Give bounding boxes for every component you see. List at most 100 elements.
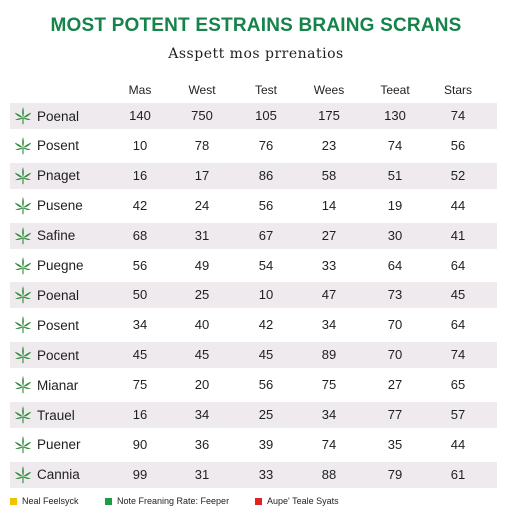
table-cell: 54: [258, 257, 274, 273]
table-row: Safine 68 31 67 27 30 41: [10, 222, 497, 249]
table-cell: 47: [321, 287, 337, 303]
strain-name-cell: Mianar: [10, 372, 120, 398]
table-cell: 27: [387, 377, 403, 393]
table-cell: 78: [194, 137, 210, 153]
table-cell: 64: [450, 257, 466, 273]
table-row: Mianar 75 20 56 75 27 65: [10, 372, 497, 399]
strain-name-cell: Puener: [10, 432, 120, 458]
strain-name: Puegne: [37, 258, 84, 273]
table-cell: 25: [258, 407, 274, 422]
table-cell: 17: [194, 167, 210, 183]
table-cell: 31: [194, 227, 210, 243]
cannabis-leaf-icon: [12, 434, 34, 456]
cannabis-leaf-icon: [12, 314, 34, 336]
strain-name: Puener: [37, 437, 81, 453]
strain-name-cell: Posent: [10, 312, 120, 338]
table-cell: 67: [258, 227, 274, 243]
strain-name-cell: Posent: [10, 133, 120, 159]
table-cell: 56: [258, 197, 274, 213]
strain-name: Trauel: [37, 407, 75, 423]
table-cell: 750: [191, 108, 213, 123]
table-cell: 74: [321, 436, 337, 452]
strain-name-cell: Cannia: [10, 462, 120, 488]
legend-swatch: [255, 497, 262, 505]
table-cell: 75: [132, 377, 148, 393]
strain-name: Pocent: [37, 347, 80, 363]
legend-swatch: [10, 497, 17, 505]
table-cell: 33: [258, 466, 274, 482]
table-cell: 41: [450, 227, 466, 243]
table-cell: 44: [450, 436, 466, 452]
table-cell: 175: [318, 108, 340, 123]
legend-swatch: [105, 497, 112, 505]
table-cell: 58: [321, 167, 337, 183]
strain-name-cell: Pusene: [10, 193, 120, 219]
legend-item: Note Freaning Rate: Feeper: [105, 494, 229, 508]
table-cell: 76: [258, 137, 274, 153]
cannabis-leaf-icon: [12, 225, 34, 247]
table-cell: 50: [132, 287, 148, 303]
cannabis-leaf-icon: [12, 135, 34, 157]
cannabis-leaf-icon: [12, 374, 34, 396]
table-cell: 64: [450, 317, 466, 333]
cannabis-leaf-icon: [12, 195, 34, 217]
table-row: Trauel 16 34 25 34 77 57: [10, 402, 497, 428]
table-header-row: Mas West Test Wees Teeat Stars: [10, 77, 497, 103]
chart-subtitle: Asspett mos prrenatios: [168, 46, 344, 62]
legend: Neal Feelsyck Note Freaning Rate: Feeper A…: [10, 494, 500, 508]
table-cell: 56: [450, 137, 466, 153]
table-cell: 14: [321, 197, 337, 213]
legend-label: Neal Feelsyck: [22, 496, 79, 506]
table-cell: 77: [387, 407, 403, 422]
table-cell: 34: [132, 317, 148, 333]
table-cell: 140: [129, 108, 151, 123]
table-row: Posent 10 78 76 23 74 56: [10, 132, 497, 159]
table-cell: 65: [450, 377, 466, 393]
table-cell: 45: [450, 287, 466, 303]
legend-item: Neal Feelsyck: [10, 494, 79, 508]
table-cell: 42: [258, 317, 274, 333]
column-header: Test: [254, 83, 277, 97]
table-cell: 79: [387, 466, 403, 482]
strain-name-cell: Pnaget: [10, 163, 120, 189]
table-cell: 61: [450, 466, 466, 482]
strain-table: Mas West Test Wees Teeat Stars Poenal 140 750 10…: [10, 77, 497, 489]
table-cell: 57: [450, 407, 466, 422]
table-cell: 30: [387, 227, 403, 243]
table-cell: 42: [132, 197, 148, 213]
cannabis-leaf-icon: [12, 165, 34, 187]
table-cell: 130: [384, 108, 406, 123]
cannabis-leaf-icon: [12, 284, 34, 306]
table-cell: 74: [450, 347, 466, 363]
table-cell: 36: [194, 436, 210, 452]
table-row: Puener 90 36 39 74 35 44: [10, 431, 497, 458]
table-cell: 35: [387, 436, 403, 452]
table-cell: 33: [321, 257, 337, 273]
table-cell: 34: [321, 407, 337, 422]
table-cell: 10: [258, 287, 274, 303]
table-row: Pnaget 16 17 86 58 51 52: [10, 162, 497, 189]
strain-name: Safine: [37, 228, 76, 244]
table-cell: 70: [387, 347, 403, 363]
strain-name-cell: Poenal: [10, 103, 120, 129]
table-row: Cannia 99 31 33 88 79 61: [10, 461, 497, 488]
table-cell: 99: [132, 466, 148, 482]
table-cell: 25: [194, 287, 210, 303]
strain-name-cell: Trauel: [10, 402, 120, 428]
legend-label: Aupe' Teale Syats: [267, 496, 339, 506]
table-cell: 73: [387, 287, 403, 303]
table-cell: 19: [387, 197, 403, 213]
table-cell: 90: [132, 436, 148, 452]
column-header: Teeat: [380, 83, 410, 97]
table-cell: 34: [194, 407, 210, 422]
table-cell: 49: [194, 257, 210, 273]
strain-name-cell: Safine: [10, 223, 120, 249]
table-cell: 23: [321, 137, 337, 153]
table-cell: 74: [450, 108, 466, 123]
cannabis-leaf-icon: [12, 344, 34, 366]
table-cell: 105: [255, 108, 277, 123]
table-cell: 64: [387, 257, 403, 273]
table-cell: 70: [387, 317, 403, 333]
table-cell: 44: [450, 197, 466, 213]
table-row: Pocent 45 45 45 89 70 74: [10, 342, 497, 369]
